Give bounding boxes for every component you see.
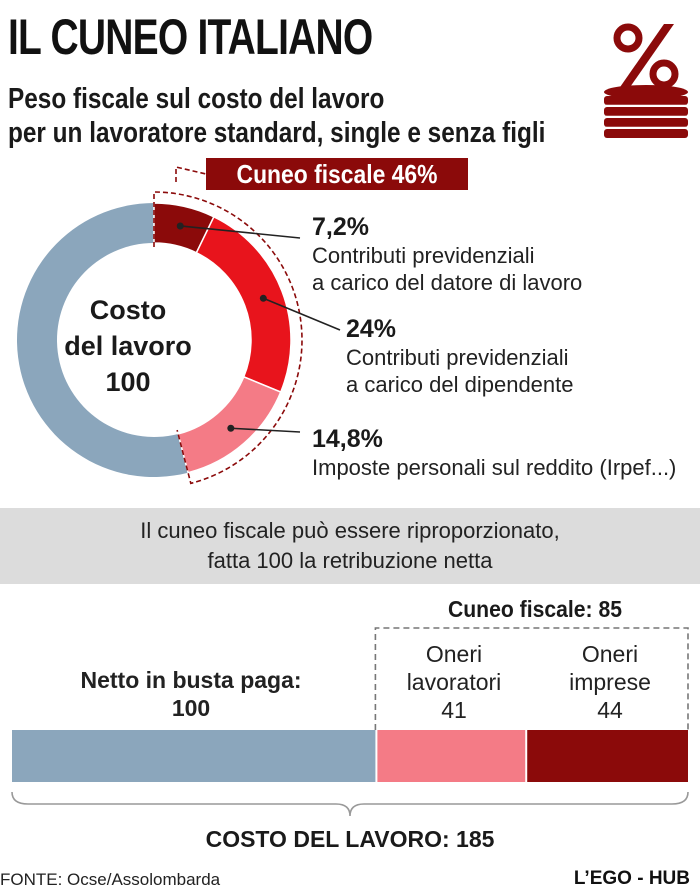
- leader-dot: [259, 294, 267, 302]
- netto-label-value: 100: [171, 695, 211, 721]
- leader-dot: [227, 424, 235, 432]
- leader-line: [263, 297, 341, 331]
- label-datore: 7,2% Contributi previdenziali a carico d…: [312, 212, 582, 296]
- leader-line: [230, 427, 301, 433]
- cuneo-fiscale-label: Cuneo fiscale: 85: [447, 596, 623, 622]
- label-dipendente-pct: 24%: [346, 315, 397, 343]
- leader-dot: [176, 222, 184, 230]
- oneri-lavoratori-value: 41: [441, 697, 467, 723]
- donut-center-line-3: 100: [105, 367, 151, 397]
- oneri-lavoratori-line-2: lavoratori: [406, 669, 502, 695]
- label-datore-pct: 7,2%: [312, 213, 369, 241]
- label-dipendente-desc2: a carico del dipendente: [346, 372, 574, 397]
- footer-brand: L’EGO - HUB: [573, 868, 690, 889]
- cuneo-badge: Cuneo fiscale 46%: [206, 158, 468, 190]
- bar-chart: [11, 627, 689, 817]
- label-irpef-desc1: Imposte personali sul reddito (Irpef...): [312, 455, 677, 480]
- oneri-lavoratori-line-1: Oneri: [425, 641, 483, 667]
- cuneo-bracket-connector: [175, 165, 207, 182]
- cuneo-bracket-arc: [153, 191, 303, 485]
- oneri-lavoratori-label: Oneri lavoratori 41: [380, 640, 528, 724]
- donut-chart: [17, 202, 292, 477]
- donut-slice-irpef: [177, 375, 282, 474]
- donut-center-line-1: Costo: [89, 295, 167, 325]
- info-band-line-1: Il cuneo fiscale può essere riproporzion…: [140, 518, 560, 543]
- subtitle-line-2: per un lavoratore standard, single e sen…: [8, 117, 546, 149]
- subtitle-line-1: Peso fiscale sul costo del lavoro: [8, 83, 385, 115]
- page-subtitle: Peso fiscale sul costo del lavoro per un…: [8, 82, 545, 150]
- cuneo-dashed-box: [374, 627, 689, 730]
- label-dipendente: 24% Contributi previdenziali a carico de…: [346, 314, 574, 398]
- label-datore-desc1: Contributi previdenziali: [312, 243, 535, 268]
- footer-source: FONTE: Ocse/Assolombarda: [0, 870, 221, 889]
- label-datore-desc2: a carico del datore di lavoro: [312, 270, 583, 295]
- oneri-imprese-label: Oneri imprese 44: [530, 640, 690, 724]
- netto-label: Netto in busta paga: 100: [40, 666, 342, 722]
- label-irpef-pct: 14,8%: [312, 425, 383, 453]
- label-dipendente-desc1: Contributi previdenziali: [346, 345, 569, 370]
- donut-slice-netto: [17, 203, 189, 477]
- oneri-imprese-line-1: Oneri: [581, 641, 639, 667]
- donut-center-label: Costo del lavoro 100: [48, 292, 208, 400]
- page-title: IL CUNEO ITALIANO: [8, 9, 373, 65]
- bar-segment-netto: [12, 730, 376, 782]
- oneri-imprese-line-2: imprese: [569, 669, 651, 695]
- percent-coins-icon: [604, 23, 688, 138]
- bar-segment-oneri-imprese: [527, 730, 688, 782]
- netto-label-text: Netto in busta paga:: [80, 667, 302, 693]
- donut-center-line-2: del lavoro: [64, 331, 192, 361]
- label-irpef: 14,8% Imposte personali sul reddito (Irp…: [312, 424, 676, 481]
- total-brace: [11, 791, 689, 817]
- leader-line: [180, 225, 301, 239]
- info-band: Il cuneo fiscale può essere riproporzion…: [0, 508, 700, 584]
- cuneo-bracket: [153, 165, 303, 485]
- info-band-line-2: fatta 100 la retribuzione netta: [207, 548, 493, 573]
- bar-segment-oneri-lavoratori: [377, 730, 526, 782]
- leader-lines: [176, 222, 341, 433]
- cuneo-badge-text: Cuneo fiscale 46%: [236, 159, 438, 189]
- costo-lavoro-total: COSTO DEL LAVORO: 185: [205, 826, 495, 852]
- oneri-imprese-value: 44: [597, 697, 623, 723]
